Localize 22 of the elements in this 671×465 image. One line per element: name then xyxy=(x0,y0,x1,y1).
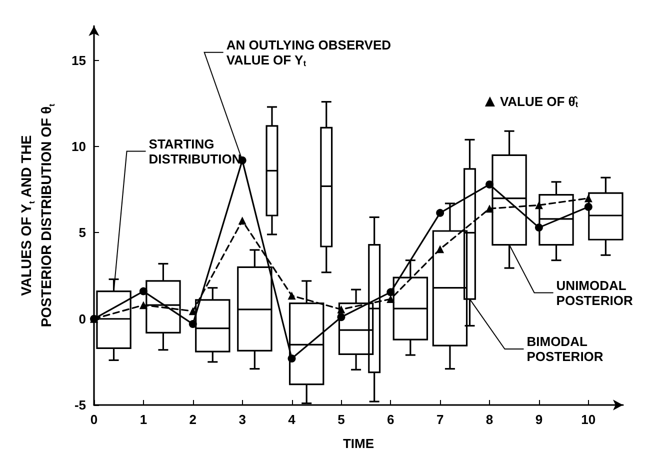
y-tick-label: 10 xyxy=(72,139,86,154)
y-axis-title: VALUES OF Yt AND THE POSTERIOR DISTRIBUTION OF θt xyxy=(18,103,56,328)
y-tick-label: 0 xyxy=(78,311,86,326)
legend-label: VALUE OF θ̂t xyxy=(500,94,578,109)
annotation: UNIMODAL POSTERIOR xyxy=(556,278,634,308)
x-tick-label: 10 xyxy=(581,412,596,427)
y-tick-label: 15 xyxy=(72,52,86,68)
x-tick-label: 1 xyxy=(140,412,148,427)
x-axis-title: TIME xyxy=(342,436,374,451)
x-tick-label: 0 xyxy=(90,412,98,427)
x-tick-label: 3 xyxy=(238,412,246,427)
x-tick-label: 5 xyxy=(338,412,345,427)
y-tick-label: -5 xyxy=(74,398,86,412)
x-tick-label: 4 xyxy=(288,412,296,427)
annotation: STARTING DISTRIBUTION xyxy=(148,136,242,166)
x-tick-label: 8 xyxy=(486,412,494,427)
annotation: BIMODAL POSTERIOR xyxy=(526,334,604,364)
x-tick-label: 9 xyxy=(535,412,543,427)
x-tick-label: 2 xyxy=(189,412,196,427)
y-tick-label: 5 xyxy=(78,225,86,240)
x-tick-label: 7 xyxy=(436,412,444,427)
x-tick-label: 6 xyxy=(387,412,394,427)
